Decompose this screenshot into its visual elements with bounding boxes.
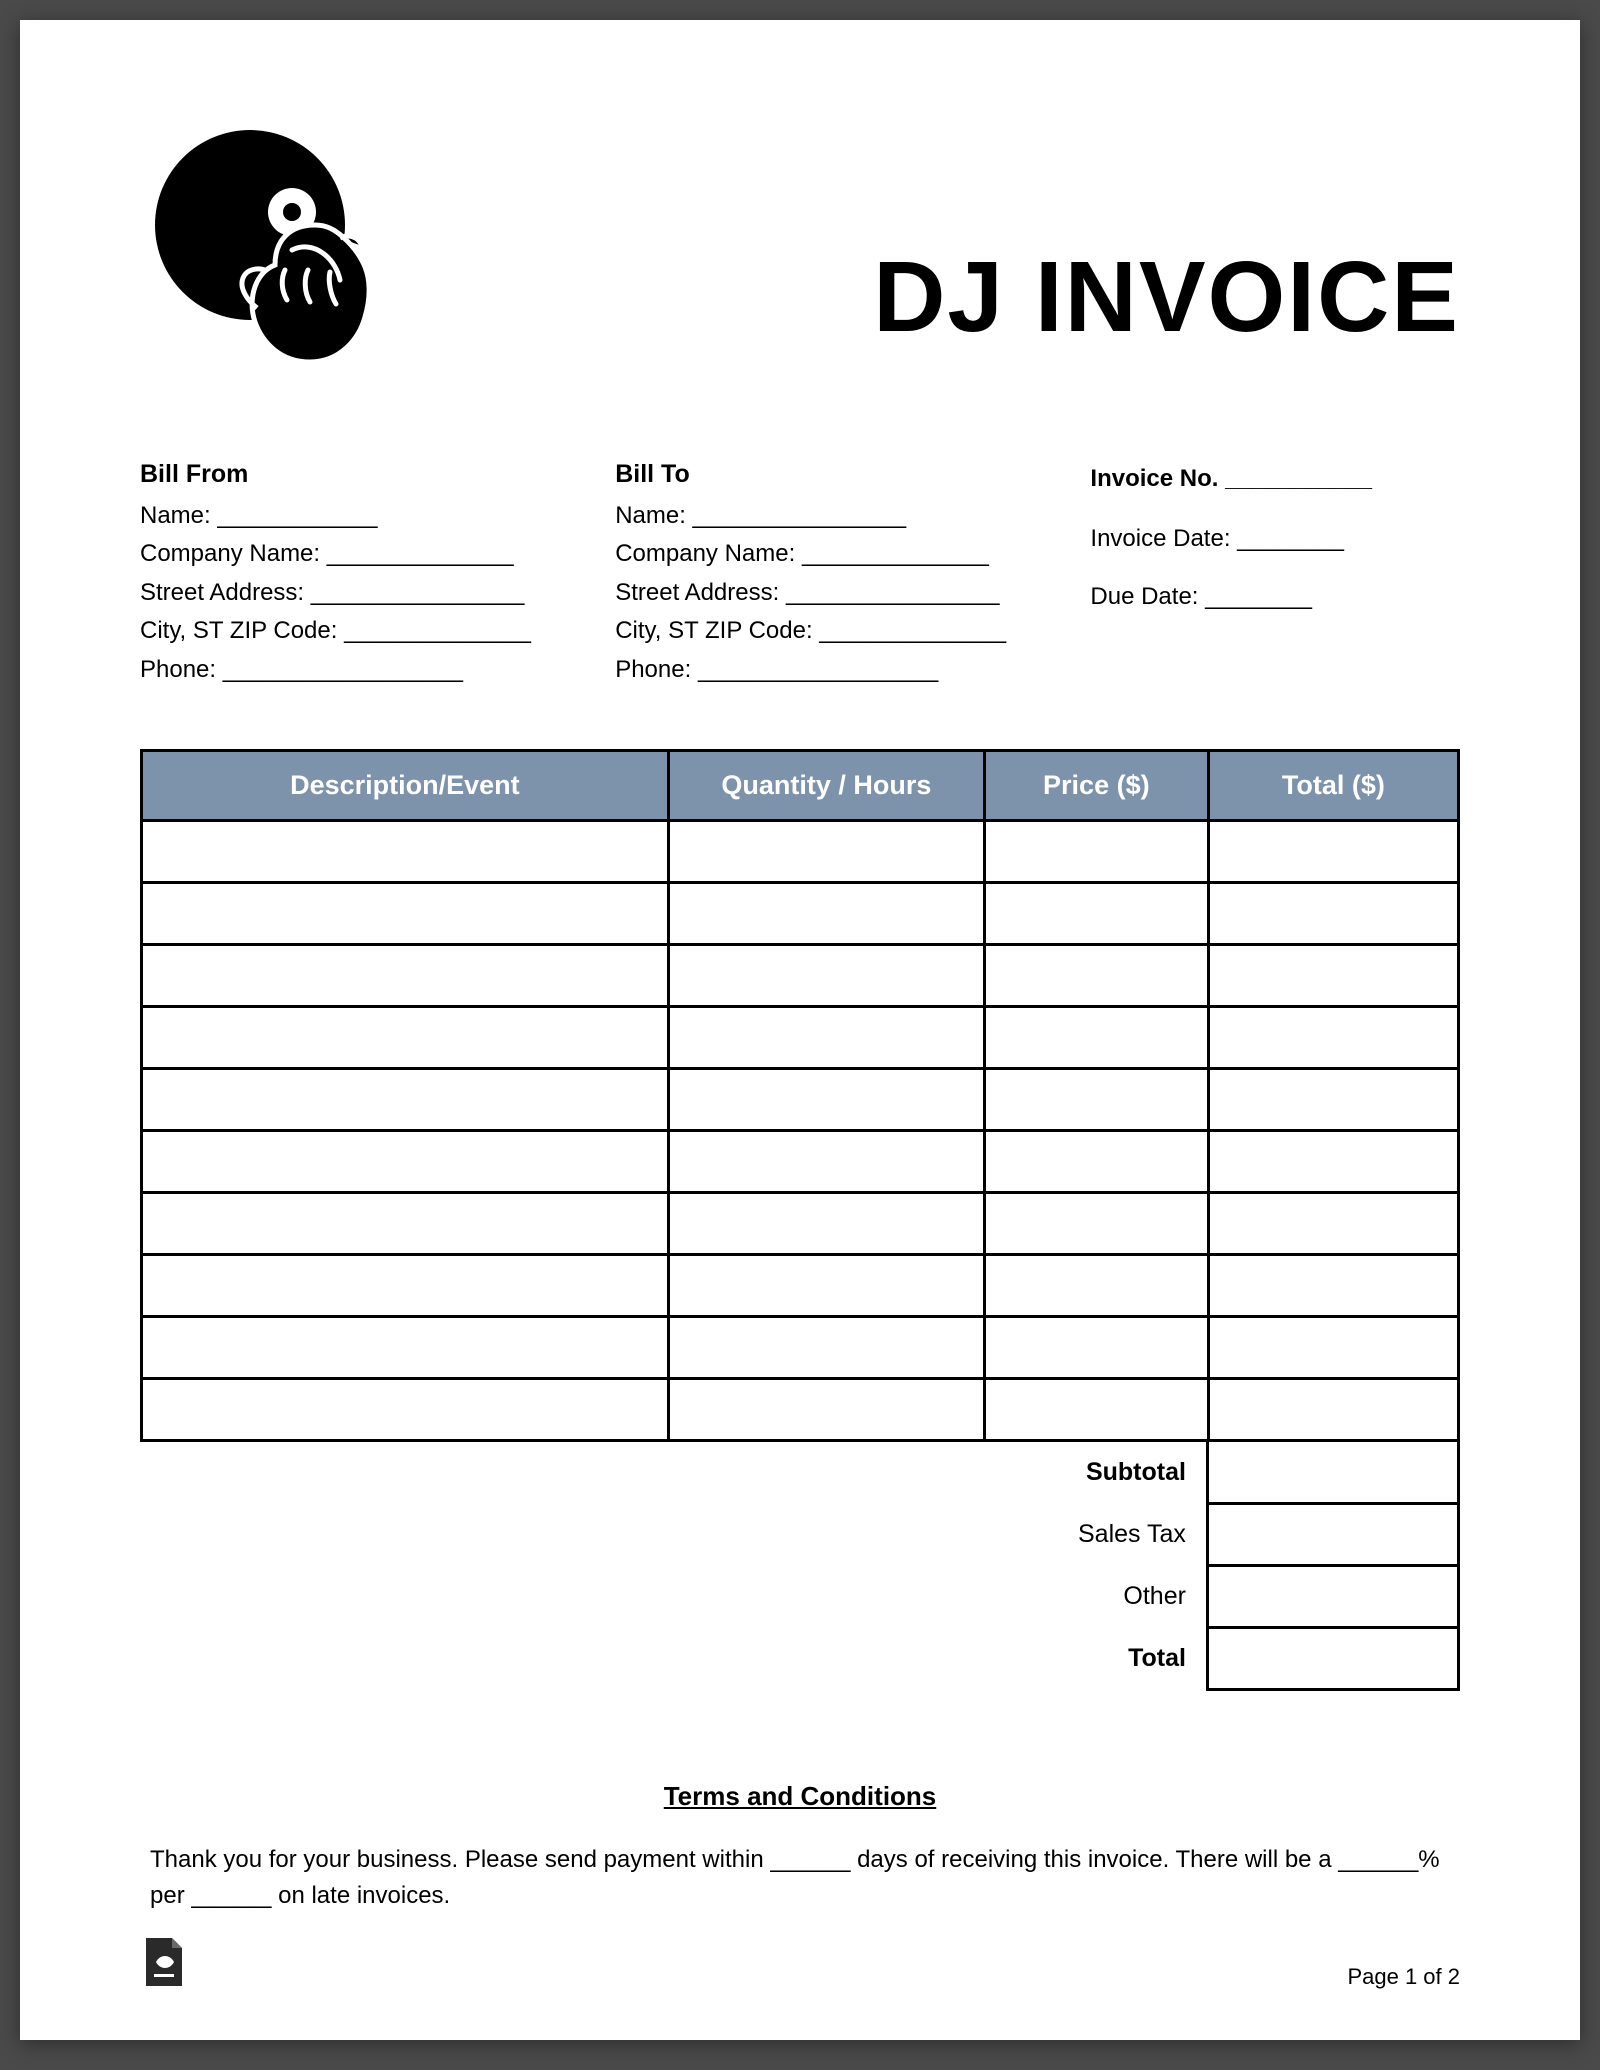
bill-from-name-label: Name:: [140, 502, 211, 529]
info-section: Bill From Name: Company Name: Street Add…: [140, 460, 1460, 689]
subtotal-label: Subtotal: [985, 1442, 1208, 1504]
bill-to-company-label: Company Name:: [615, 540, 795, 567]
table-cell[interactable]: [142, 1192, 669, 1254]
bill-from-block: Bill From Name: Company Name: Street Add…: [140, 460, 562, 689]
table-row: [142, 1254, 1459, 1316]
bill-from-street-label: Street Address:: [140, 579, 304, 606]
table-cell[interactable]: [142, 944, 669, 1006]
table-cell[interactable]: [1208, 1192, 1458, 1254]
table-cell[interactable]: [142, 1130, 669, 1192]
invoice-page: DJ INVOICE Bill From Name: Company Name:…: [20, 20, 1580, 2040]
subtotal-value[interactable]: [1207, 1442, 1458, 1504]
table-cell[interactable]: [668, 820, 984, 882]
table-row: [142, 1130, 1459, 1192]
bill-to-phone-label: Phone:: [615, 656, 691, 683]
col-quantity: Quantity / Hours: [668, 750, 984, 820]
salestax-label: Sales Tax: [985, 1504, 1208, 1566]
table-cell[interactable]: [984, 1316, 1208, 1378]
table-cell[interactable]: [984, 1378, 1208, 1440]
bill-from-phone-label: Phone:: [140, 656, 216, 683]
invoice-no-label: Invoice No.: [1090, 465, 1218, 492]
table-cell[interactable]: [1208, 1068, 1458, 1130]
bill-to-name-label: Name:: [615, 502, 686, 529]
table-row: [142, 1068, 1459, 1130]
bill-to-street-label: Street Address:: [615, 579, 779, 606]
total-label: Total: [985, 1628, 1208, 1690]
table-cell[interactable]: [984, 1006, 1208, 1068]
table-cell[interactable]: [668, 1316, 984, 1378]
bill-to-block: Bill To Name: Company Name: Street Addre…: [615, 460, 1037, 689]
table-cell[interactable]: [668, 1254, 984, 1316]
table-cell[interactable]: [668, 1130, 984, 1192]
eforms-logo-icon: [140, 1934, 188, 1990]
bill-from-company-label: Company Name:: [140, 540, 320, 567]
table-cell[interactable]: [984, 882, 1208, 944]
table-cell[interactable]: [1208, 944, 1458, 1006]
bill-to-heading: Bill To: [615, 460, 1037, 489]
table-cell[interactable]: [984, 1254, 1208, 1316]
table-cell[interactable]: [668, 1192, 984, 1254]
table-cell[interactable]: [1208, 882, 1458, 944]
bill-from-city-label: City, ST ZIP Code:: [140, 617, 337, 644]
table-cell[interactable]: [984, 1192, 1208, 1254]
table-cell[interactable]: [1208, 1006, 1458, 1068]
table-cell[interactable]: [142, 1316, 669, 1378]
table-row: [142, 1316, 1459, 1378]
table-row: [142, 1378, 1459, 1440]
table-cell[interactable]: [142, 1068, 669, 1130]
table-row: [142, 820, 1459, 882]
table-cell[interactable]: [668, 882, 984, 944]
terms-body: Thank you for your business. Please send…: [140, 1842, 1460, 1914]
total-value[interactable]: [1207, 1628, 1458, 1690]
table-header-row: Description/Event Quantity / Hours Price…: [142, 750, 1459, 820]
invoice-meta-block: Invoice No. Invoice Date: Due Date:: [1090, 460, 1460, 689]
table-cell[interactable]: [984, 1068, 1208, 1130]
items-table: Description/Event Quantity / Hours Price…: [140, 749, 1460, 1442]
col-price: Price ($): [984, 750, 1208, 820]
table-cell[interactable]: [984, 820, 1208, 882]
table-row: [142, 882, 1459, 944]
col-total: Total ($): [1208, 750, 1458, 820]
dj-logo-icon: [140, 120, 400, 380]
table-cell[interactable]: [142, 1006, 669, 1068]
table-cell[interactable]: [142, 882, 669, 944]
salestax-value[interactable]: [1207, 1504, 1458, 1566]
table-cell[interactable]: [1208, 1316, 1458, 1378]
table-cell[interactable]: [1208, 1254, 1458, 1316]
other-value[interactable]: [1207, 1566, 1458, 1628]
table-row: [142, 1006, 1459, 1068]
table-row: [142, 944, 1459, 1006]
bill-from-heading: Bill From: [140, 460, 562, 489]
table-cell[interactable]: [142, 1254, 669, 1316]
due-date-label: Due Date:: [1090, 583, 1198, 610]
bill-to-city-label: City, ST ZIP Code:: [615, 617, 812, 644]
table-row: [142, 1192, 1459, 1254]
table-cell[interactable]: [142, 1378, 669, 1440]
col-description: Description/Event: [142, 750, 669, 820]
table-cell[interactable]: [668, 944, 984, 1006]
table-cell[interactable]: [1208, 820, 1458, 882]
totals-section: Subtotal Sales Tax Other Total: [140, 1442, 1460, 1692]
header: DJ INVOICE: [140, 120, 1460, 380]
invoice-title: DJ INVOICE: [873, 240, 1460, 355]
page-number: Page 1 of 2: [1347, 1964, 1460, 1990]
table-cell[interactable]: [142, 820, 669, 882]
terms-heading: Terms and Conditions: [140, 1781, 1460, 1812]
table-cell[interactable]: [1208, 1130, 1458, 1192]
invoice-date-label: Invoice Date:: [1090, 525, 1230, 552]
other-label: Other: [985, 1566, 1208, 1628]
page-footer: Page 1 of 2: [140, 1934, 1460, 1990]
table-cell[interactable]: [984, 1130, 1208, 1192]
table-cell[interactable]: [984, 944, 1208, 1006]
table-cell[interactable]: [1208, 1378, 1458, 1440]
table-cell[interactable]: [668, 1378, 984, 1440]
table-cell[interactable]: [668, 1068, 984, 1130]
table-cell[interactable]: [668, 1006, 984, 1068]
